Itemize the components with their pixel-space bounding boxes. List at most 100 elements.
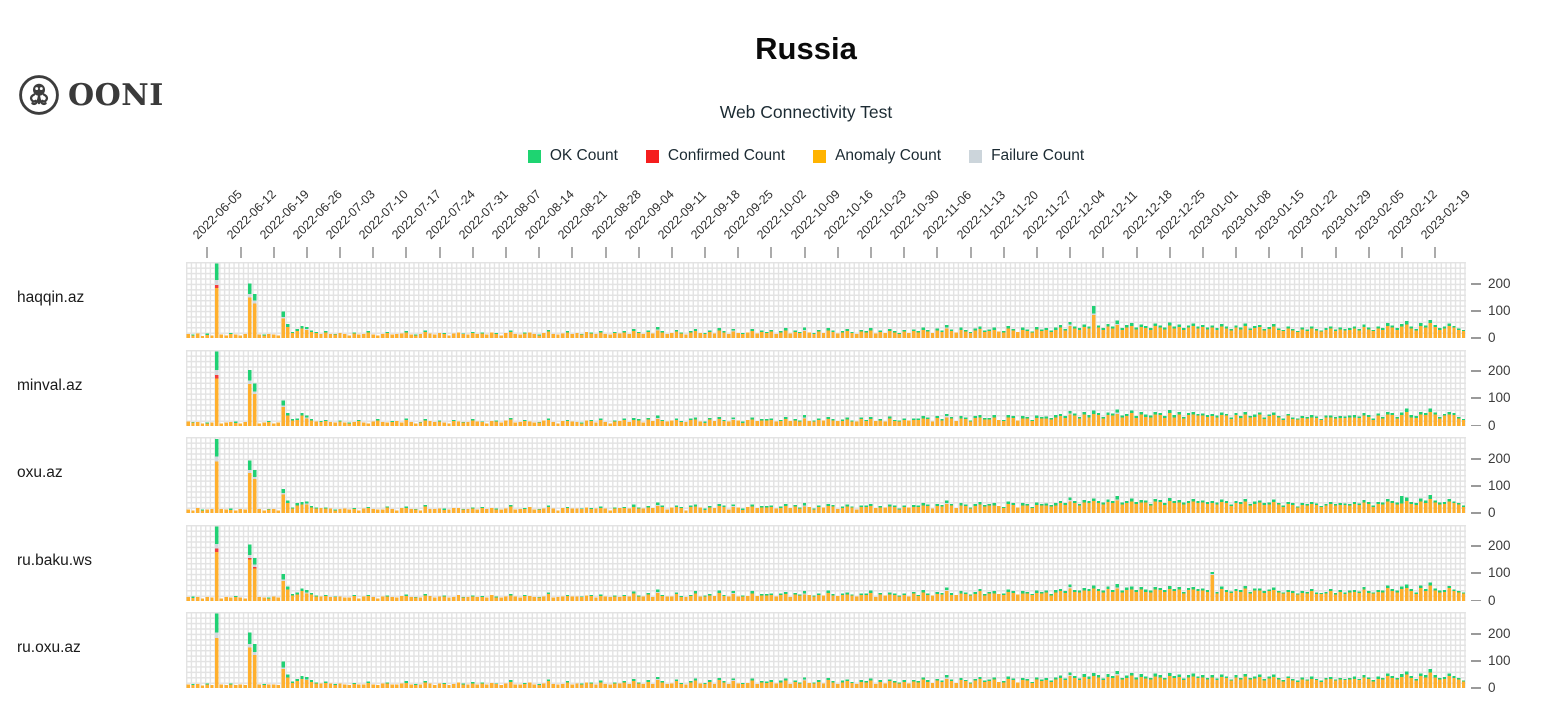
x-axis-tick [1401, 247, 1403, 258]
legend-item-failure: Failure Count [969, 147, 1084, 165]
x-axis-tick [1434, 247, 1437, 258]
x-axis-tick [538, 247, 541, 258]
y-axis-label: 100 [1488, 477, 1511, 493]
failure-swatch-icon [969, 149, 983, 163]
y-axis-label: 200 [1488, 363, 1511, 379]
y-axis-label: 100 [1488, 302, 1511, 318]
confirmed-swatch-icon [645, 149, 659, 163]
y-axis-tick [1471, 545, 1481, 547]
y-axis-label: 100 [1488, 390, 1511, 406]
bars-svg-haqqin.az[interactable] [186, 262, 1466, 338]
y-axis-tick [1471, 282, 1481, 285]
x-axis-tick [1367, 247, 1370, 258]
y-axis-label: 0 [1488, 417, 1496, 433]
y-axis-tick [1471, 424, 1481, 427]
x-axis-tick [604, 247, 607, 258]
y-axis-tick [1471, 457, 1481, 460]
row-label-ru.baku.ws: ru.baku.ws [17, 551, 92, 569]
legend-label: Anomaly Count [835, 147, 942, 164]
x-axis-tick [770, 247, 773, 258]
legend-label: Confirmed Count [667, 147, 786, 164]
y-axis-label: 200 [1488, 625, 1511, 641]
row-label-minval.az: minval.az [17, 376, 83, 394]
chart-subtitle: Web Connectivity Test [719, 102, 893, 122]
row-label-ru.oxu.az: ru.oxu.az [17, 639, 81, 656]
x-axis-tick [1301, 247, 1304, 258]
x-axis-tick [372, 247, 375, 258]
x-axis-tick [1168, 247, 1171, 258]
y-axis-tick [1471, 370, 1481, 372]
x-axis-tick [1135, 247, 1138, 258]
x-axis-tick [803, 247, 806, 258]
y-axis-label: 200 [1488, 275, 1511, 291]
y-axis-tick [1471, 397, 1481, 400]
x-axis-tick [339, 247, 342, 258]
y-axis-label: 200 [1488, 450, 1511, 466]
bars-svg-ru.baku.ws[interactable] [186, 525, 1466, 601]
y-axis-label: 200 [1488, 538, 1511, 554]
y-axis-tick [1471, 687, 1481, 689]
x-axis-tick [836, 247, 839, 258]
row-label-oxu.az: oxu.az [17, 464, 63, 481]
x-axis-tick [206, 247, 209, 258]
x-axis-tick [903, 247, 906, 258]
y-axis-label: 0 [1488, 680, 1496, 695]
chart-row-haqqin.az: haqqin.az 0 100 200 [17, 262, 1511, 345]
x-axis-tick [272, 247, 275, 258]
y-axis-tick [1471, 337, 1481, 339]
x-axis-tick [704, 247, 707, 258]
x-axis-tick [405, 247, 408, 258]
x-axis-tick [305, 247, 308, 258]
chart-row-ru.baku.ws: ru.baku.ws 0 100 200 [17, 524, 1511, 608]
y-axis-ru.oxu.az: 0 100 200 [1468, 612, 1543, 695]
legend-label: OK Count [549, 147, 618, 164]
x-axis-tick [1035, 247, 1038, 258]
y-axis-tick [1471, 484, 1481, 487]
x-axis-tick [1235, 247, 1238, 258]
y-axis-tick [1471, 572, 1481, 575]
x-axis-tick [1201, 247, 1204, 258]
x-axis-tick [637, 247, 640, 258]
ooni-logo: OONI [18, 74, 164, 116]
chart-row-oxu.az: oxu.az 0 100 200 [17, 437, 1511, 520]
chart-row-minval.az: minval.az 0 100 200 [17, 349, 1511, 433]
bars-svg-minval.az[interactable] [186, 350, 1466, 426]
x-axis-tick [1334, 247, 1337, 258]
x-axis-tick [1268, 247, 1271, 258]
bars-svg-ru.oxu.az[interactable] [186, 612, 1466, 688]
x-axis-tick [969, 247, 972, 258]
legend-item-ok: OK Count [527, 147, 618, 165]
x-axis-tick [571, 247, 574, 258]
y-axis-label: 0 [1488, 592, 1496, 608]
ooni-octopus-icon [19, 75, 59, 115]
y-axis-label: 0 [1488, 505, 1496, 520]
anomaly-swatch-icon [813, 149, 827, 163]
legend-label: Failure Count [991, 147, 1085, 164]
x-axis-tick [936, 247, 939, 258]
row-label-haqqin.az: haqqin.az [17, 289, 85, 306]
x-axis-tick [471, 247, 474, 258]
page-title: Russia [755, 31, 857, 66]
y-axis-label: 0 [1488, 330, 1496, 345]
x-axis-tick [1102, 247, 1105, 258]
ooni-logo-text: OONI [68, 77, 164, 113]
y-axis-label: 100 [1488, 565, 1511, 581]
x-axis-tick [670, 247, 673, 258]
x-axis-tick [239, 247, 242, 258]
x-axis-tick [1002, 247, 1005, 258]
chart-legend: OK Count Confirmed Count Anomaly Count Fail… [186, 147, 1426, 165]
y-axis-oxu.az: 0 100 200 [1468, 437, 1543, 520]
x-axis-tick [505, 247, 507, 258]
x-axis-tick [438, 247, 441, 258]
x-axis-tick [870, 247, 873, 258]
y-axis-tick [1471, 309, 1481, 312]
legend-item-confirmed: Confirmed Count [645, 147, 786, 165]
y-axis-tick [1471, 659, 1481, 662]
y-axis-minval.az: 0 100 200 [1468, 350, 1543, 433]
chart-row-ru.oxu.az: ru.oxu.az 0 100 200 [17, 612, 1511, 695]
x-axis-tick [1069, 247, 1072, 258]
y-axis-tick [1471, 512, 1481, 514]
legend-item-anomaly: Anomaly Count [813, 147, 941, 165]
bars-svg-oxu.az[interactable] [186, 437, 1466, 513]
